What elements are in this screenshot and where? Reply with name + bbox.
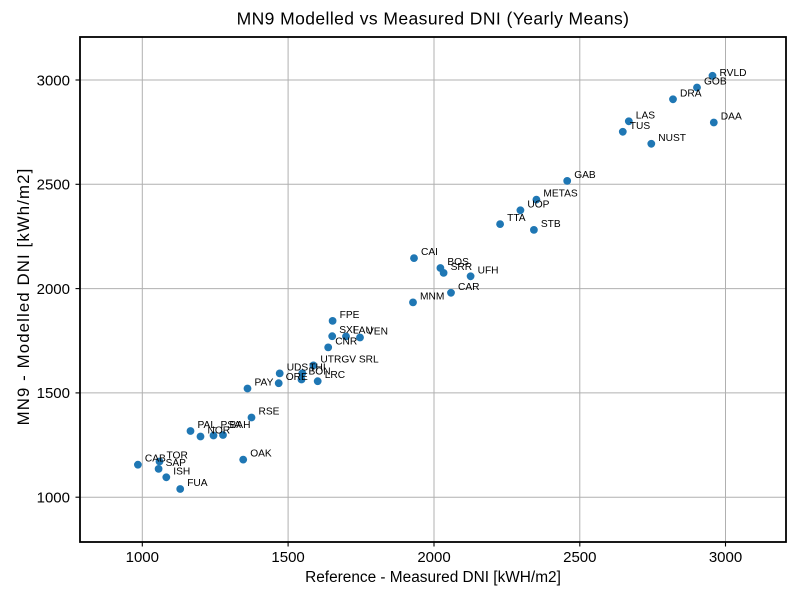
svg-text:2500: 2500 [37,177,70,194]
svg-text:STB: STB [541,219,561,230]
svg-text:TOR: TOR [167,451,188,462]
svg-text:CAB: CAB [145,454,166,465]
svg-text:MNM: MNM [420,291,444,302]
svg-text:FPE: FPE [340,310,360,321]
svg-text:2000: 2000 [37,281,70,298]
svg-text:MN9 - Modelled DNI [kWh/m2]: MN9 - Modelled DNI [kWh/m2] [14,168,33,426]
svg-text:CAI: CAI [421,247,438,258]
svg-text:ISH: ISH [173,466,190,477]
svg-text:RVLD: RVLD [720,68,747,79]
svg-text:GAB: GAB [574,170,596,181]
svg-text:Reference - Measured DNI [kWH/: Reference - Measured DNI [kWH/m2] [305,569,561,586]
svg-text:1500: 1500 [271,549,304,566]
svg-text:LAS: LAS [636,110,655,121]
svg-text:FUA: FUA [187,478,208,489]
svg-text:1500: 1500 [37,385,70,402]
svg-text:RSE: RSE [259,407,280,418]
svg-text:SRR: SRR [451,262,473,273]
svg-text:1000: 1000 [126,549,159,566]
svg-text:DRA: DRA [680,88,702,99]
svg-text:ORE: ORE [286,372,308,383]
svg-text:2500: 2500 [563,549,596,566]
svg-text:NUST: NUST [658,133,686,144]
svg-text:GOB: GOB [704,77,727,88]
svg-text:METAS: METAS [543,189,578,200]
svg-text:TTA: TTA [507,213,526,224]
svg-text:2000: 2000 [417,549,450,566]
svg-text:SXF: SXF [339,325,359,336]
svg-text:CNR: CNR [335,336,357,347]
svg-text:CAR: CAR [458,282,480,293]
svg-text:TUS: TUS [630,121,651,132]
svg-text:VEN: VEN [367,327,388,338]
svg-text:MN9 Modelled vs Measured DNI (: MN9 Modelled vs Measured DNI (Yearly Mea… [237,9,630,29]
svg-text:1000: 1000 [37,490,70,507]
svg-text:PAL: PAL [198,420,217,431]
svg-text:3000: 3000 [37,72,70,89]
svg-text:BAH: BAH [230,420,251,431]
svg-text:SAP: SAP [166,458,187,469]
svg-text:DAA: DAA [721,112,742,123]
svg-text:UOP: UOP [527,199,549,210]
svg-text:LRC: LRC [325,370,345,381]
svg-text:NOR: NOR [208,426,231,437]
svg-text:BOS: BOS [447,257,469,268]
svg-text:UDS: UDS [287,362,309,373]
svg-text:UTRGV SRL: UTRGV SRL [320,354,379,365]
svg-text:BON: BON [309,367,331,378]
svg-text:PSA: PSA [221,420,242,431]
svg-text:3000: 3000 [709,549,742,566]
svg-text:UFH: UFH [478,265,499,276]
svg-text:PAY: PAY [255,378,274,389]
svg-text:THI: THI [309,362,325,373]
svg-text:LAU: LAU [353,325,373,336]
svg-text:OAK: OAK [250,449,272,460]
